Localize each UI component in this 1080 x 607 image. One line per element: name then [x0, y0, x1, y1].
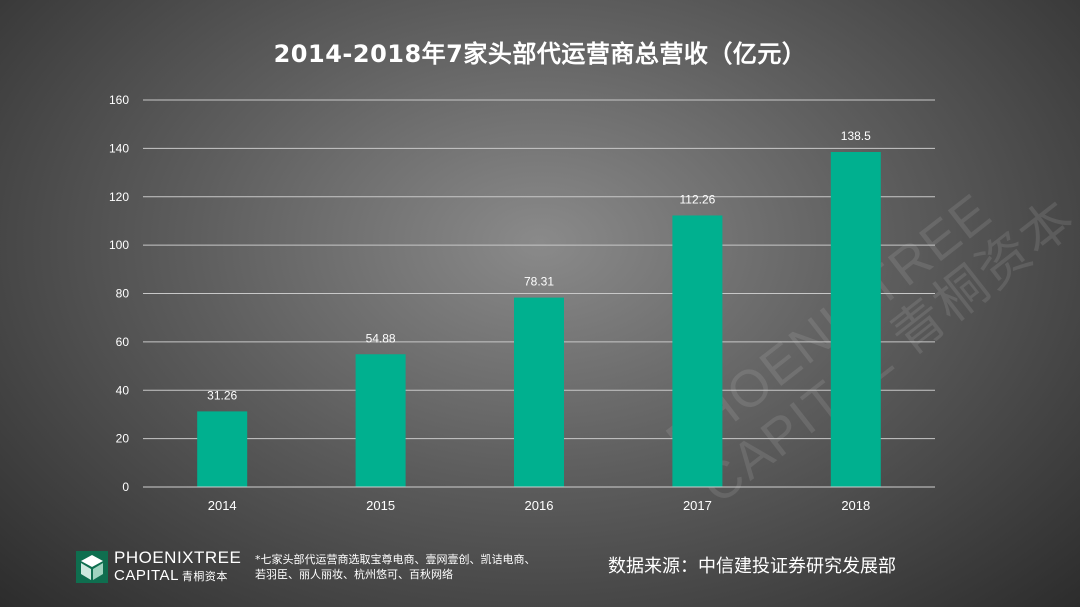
- y-axis-ticks: 0 20 40 60 80 100 120 140 160: [109, 93, 129, 494]
- y-tick-label: 100: [109, 238, 129, 252]
- data-label-2017: 112.26: [679, 192, 715, 206]
- x-tick-label: 2017: [683, 498, 712, 513]
- logo-name: PHOENIXTREE: [114, 548, 242, 567]
- bar-2014: [197, 411, 248, 487]
- logo-chinese-name: 青桐资本: [181, 571, 228, 583]
- y-tick-label: 140: [109, 141, 129, 155]
- footnote: *七家头部代运营商选取宝尊电商、壹网壹创、凯诘电商、 若羽臣、丽人丽妆、杭州悠可…: [255, 552, 575, 582]
- y-tick-label: 120: [109, 190, 129, 204]
- footnote-line2: 若羽臣、丽人丽妆、杭州悠可、百秋网络: [255, 568, 453, 581]
- x-tick-label: 2015: [366, 498, 395, 513]
- data-label-2014: 31.26: [207, 388, 237, 402]
- bar-2016: [514, 297, 564, 487]
- x-tick-label: 2014: [208, 498, 237, 513]
- bar-2015: [355, 354, 406, 487]
- footnote-line1: *七家头部代运营商选取宝尊电商、壹网壹创、凯诘电商、: [255, 553, 536, 566]
- bar-2018: [830, 152, 881, 488]
- data-label-2016: 78.31: [524, 275, 554, 289]
- y-tick-label: 20: [116, 432, 130, 446]
- y-tick-label: 60: [116, 335, 130, 349]
- y-tick-label: 0: [122, 480, 129, 494]
- chart-title: 2014-2018年7家头部代运营商总营收（亿元）: [273, 40, 807, 68]
- bars: [197, 152, 881, 488]
- data-source: 数据来源：中信建投证券研究发展部: [608, 556, 896, 577]
- logo-icon: [76, 551, 108, 583]
- data-label-2015: 54.88: [366, 331, 396, 345]
- x-tick-label: 2018: [841, 498, 870, 513]
- x-tick-label: 2016: [525, 498, 554, 513]
- bar-2017: [672, 215, 723, 487]
- y-tick-label: 160: [109, 93, 129, 107]
- y-tick-label: 40: [116, 383, 130, 397]
- x-axis-ticks: 2014 2015 2016 2017 2018: [208, 498, 871, 513]
- y-tick-label: 80: [116, 287, 130, 301]
- data-labels: 31.26 54.88 78.31 112.26 138.5: [207, 129, 871, 402]
- logo-subname: CAPITAL: [114, 567, 179, 584]
- data-label-2018: 138.5: [841, 129, 871, 143]
- company-logo: PHOENIXTREE CAPITAL 青桐资本: [76, 548, 241, 586]
